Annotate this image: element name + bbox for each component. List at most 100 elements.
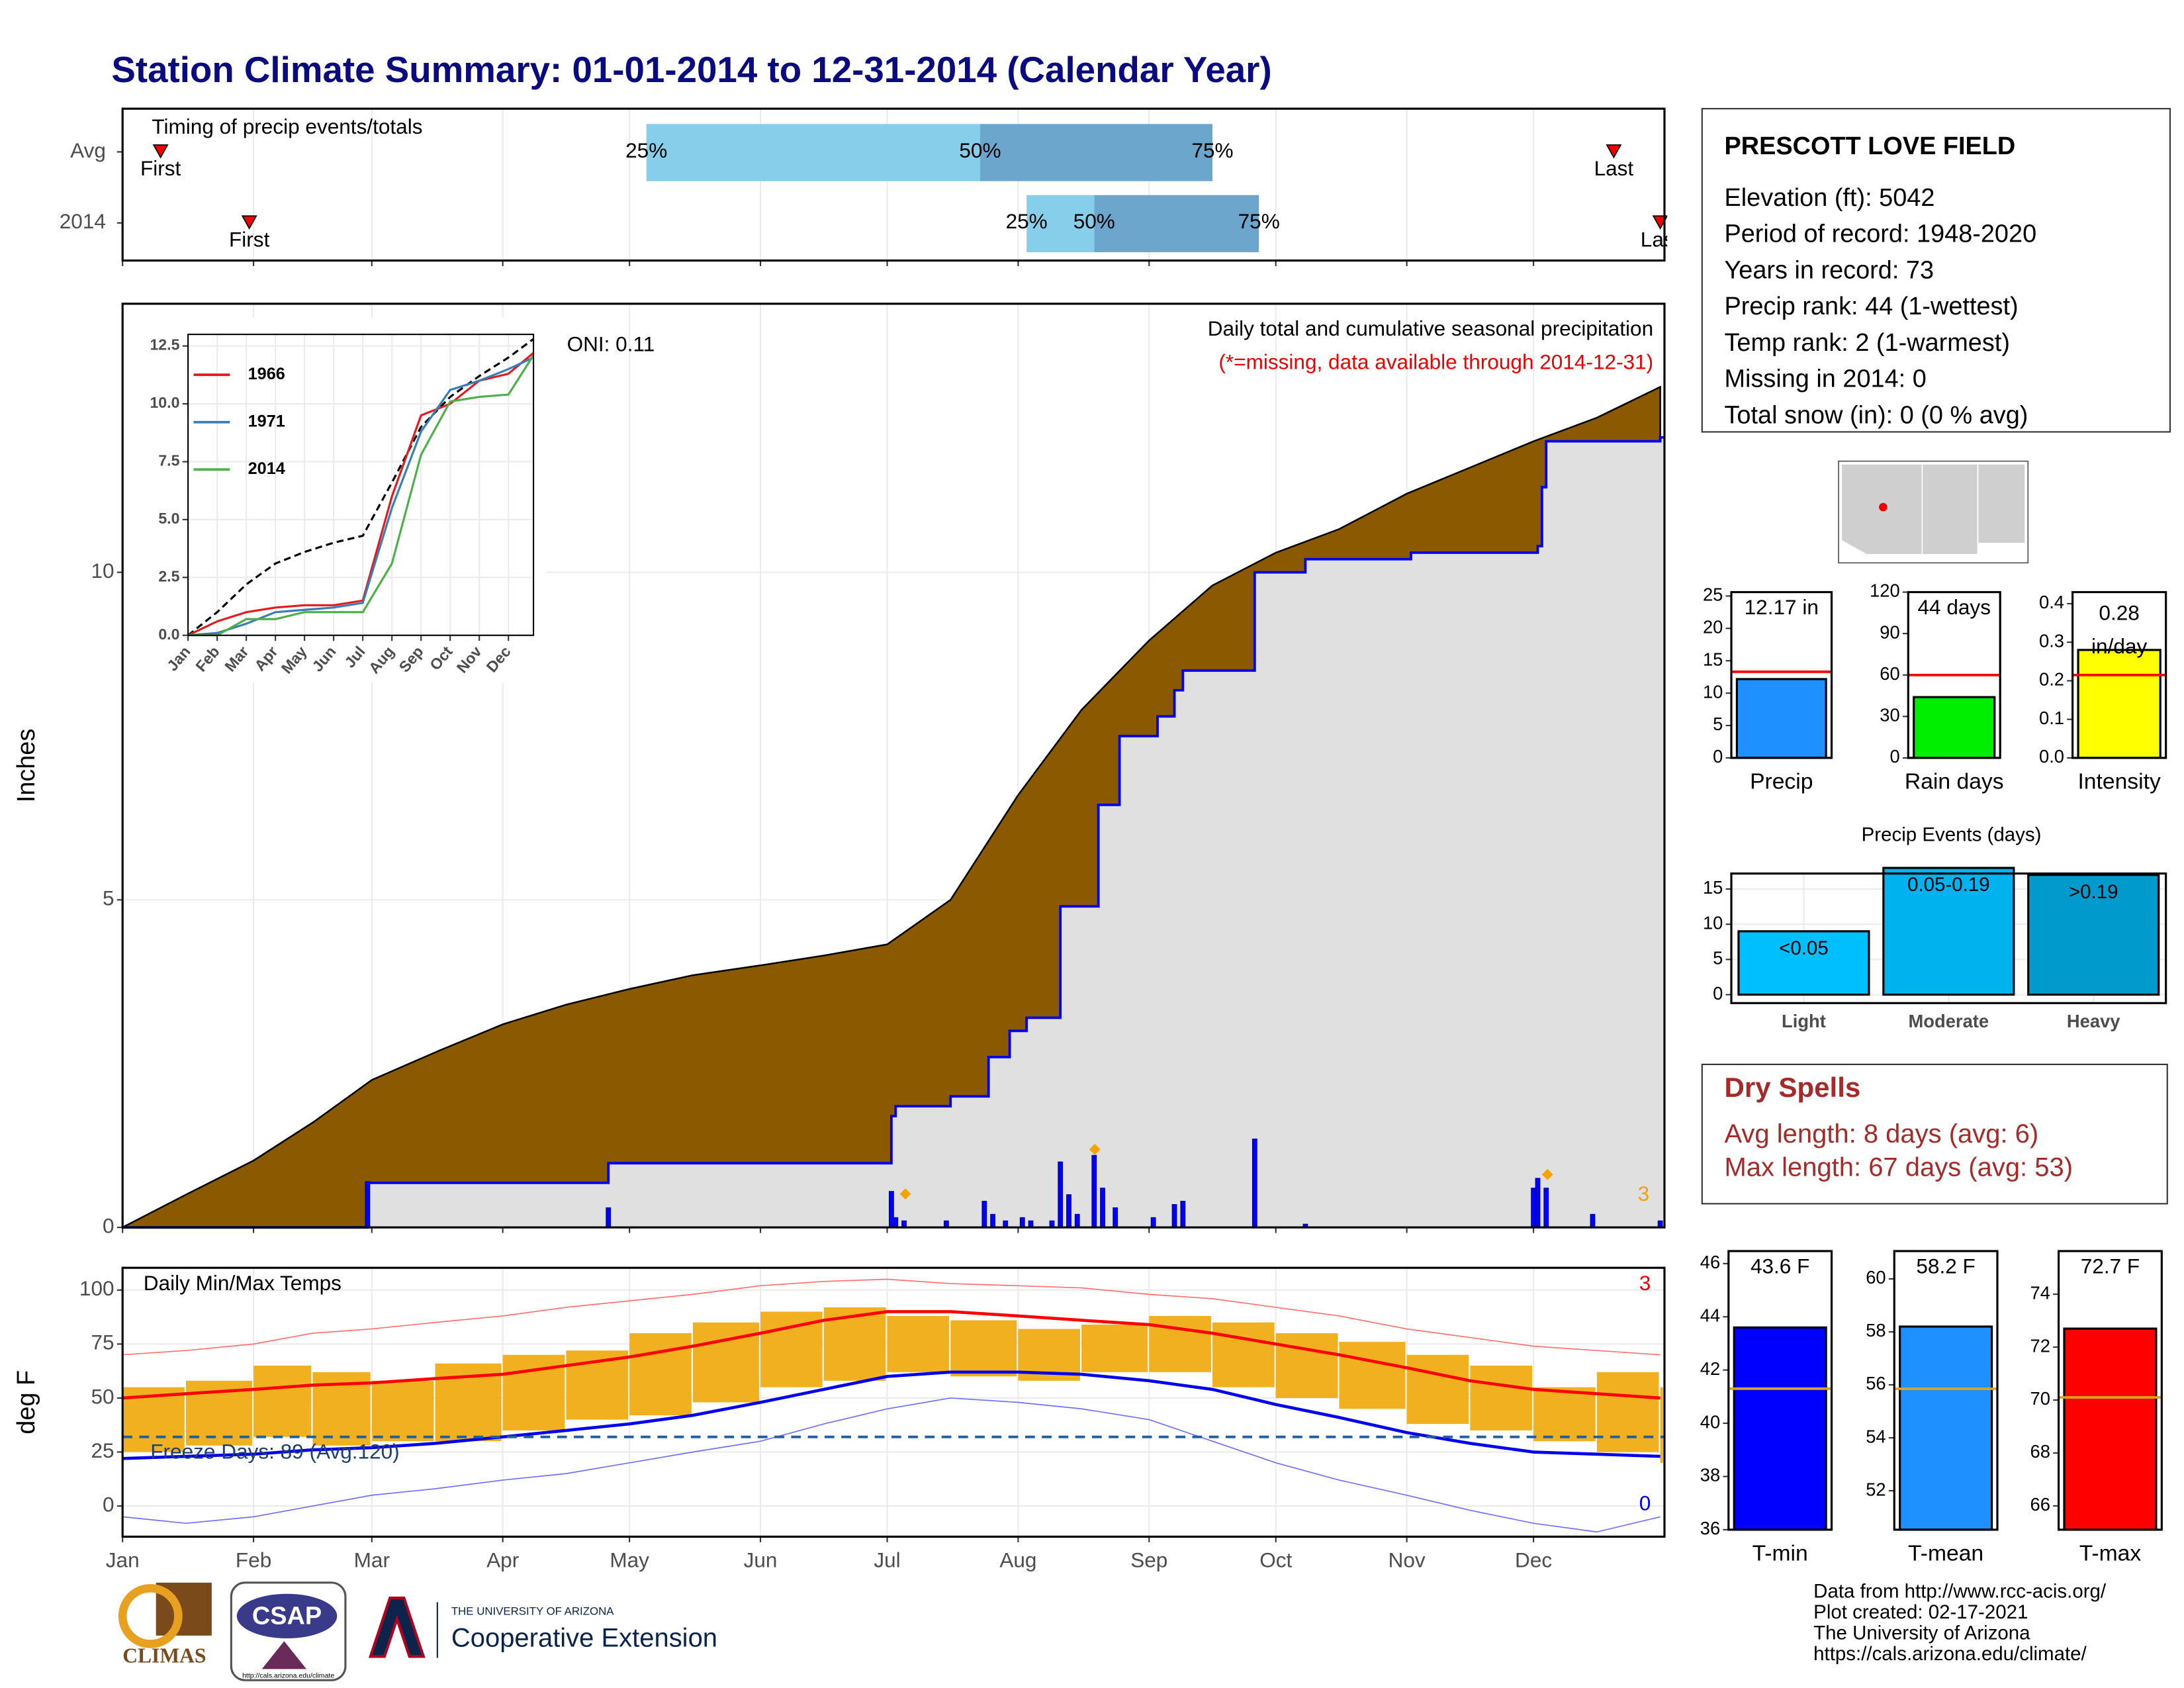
charts: Timing of precip events/totals 25% 50% 75% F… (13, 107, 2167, 1572)
y-tick-label: 20 (1703, 616, 1723, 637)
y-tick-label: 0 (1713, 746, 1723, 767)
y-tick-label: 54 (1866, 1426, 1886, 1446)
csap-mountain (261, 1641, 307, 1669)
bar (2063, 1327, 2158, 1531)
x-tick-label: Aug (999, 1548, 1036, 1572)
y-tick-label: 36 (1700, 1518, 1720, 1538)
value-label: 44 days (1917, 595, 1991, 619)
daily-range-bar (950, 1320, 1017, 1377)
annotation: (*=missing, data available through 2014-… (1218, 350, 1653, 374)
y-tick-label: 75 (91, 1331, 114, 1354)
info-line: Precip rank: 44 (1-wettest) (1724, 293, 2018, 320)
value-label: 0.28 (2099, 601, 2139, 625)
dry-spell-line: Avg length: 8 days (avg: 6) (1724, 1119, 2038, 1149)
daily-range-bar (1339, 1342, 1406, 1409)
chart-title: Timing of precip events/totals (152, 115, 422, 138)
value-label: 72.7 F (2081, 1254, 2140, 1278)
x-tick-label: Mar (354, 1548, 390, 1572)
station-name: PRESCOTT LOVE FIELD (1724, 132, 2015, 160)
y-tick-label: 46 (1700, 1252, 1720, 1272)
y-tick-label: 2014 (60, 209, 106, 233)
daily-range-bar (371, 1380, 434, 1442)
y-tick-label: 0 (1889, 746, 1899, 767)
x-axis-label: T-max (2079, 1542, 2142, 1566)
normal-max-line (122, 1310, 1661, 1400)
y-tick-label: 0.0 (158, 626, 179, 643)
quartile-bar (979, 124, 1213, 181)
y-tick-label: 10 (91, 559, 114, 583)
event-label: Last (1594, 156, 1634, 180)
y-tick-label: 30 (1880, 705, 1899, 726)
quartile-bar (1026, 195, 1095, 252)
y-tick-label: 40 (1700, 1411, 1720, 1432)
daily-range-bar (1406, 1354, 1469, 1425)
event-label: First (229, 227, 270, 251)
x-axis-label: Intensity (2077, 770, 2161, 794)
annotation: 3 (1639, 1271, 1651, 1295)
x-tick-label: Dec (1515, 1548, 1552, 1572)
y-tick-label: 90 (1880, 622, 1899, 642)
season-cumulative-line (122, 436, 1664, 1229)
info-lines: Elevation (ft): 5042 Period of record: 19… (1724, 184, 2036, 429)
quartile-label: 50% (1073, 209, 1115, 233)
footer-line: https://cals.arizona.edu/climate/ (1813, 1643, 2087, 1665)
event-marker (152, 144, 169, 159)
y-tick-label: Avg (70, 138, 106, 162)
normal-min-line (122, 1370, 1661, 1460)
x-axis-label: Precip (1750, 770, 1813, 794)
daily-precip-bar (990, 1213, 995, 1228)
x-tick-label: Apr (486, 1548, 519, 1572)
legend-label: 1966 (248, 365, 285, 383)
y-axis-label: Inches (13, 729, 40, 803)
info-line: Temp rank: 2 (1-warmest) (1724, 329, 2009, 357)
station-dot (1879, 502, 1888, 512)
csap-url: http://cals.arizona.edu/climate (242, 1672, 334, 1680)
panel-frame (1727, 1250, 1833, 1531)
climas-text: CLIMAS (122, 1644, 206, 1667)
y-tick-label: 60 (1866, 1267, 1886, 1288)
flag-marker (899, 1188, 911, 1200)
daily-precip-bar (1171, 1204, 1177, 1228)
map-state (1977, 463, 2026, 544)
dry-spells-title: Dry Spells (1724, 1072, 1860, 1103)
dry-spell-line: Max length: 67 days (avg: 53) (1724, 1152, 2073, 1182)
event-label: Last (1641, 227, 1680, 251)
event-marker (241, 215, 257, 230)
y-tick-label: 0 (1713, 983, 1723, 1004)
daily-precip-bar (1091, 1154, 1097, 1228)
bar (2027, 874, 2160, 996)
y-tick-label: 15 (1703, 877, 1723, 898)
quartile-label: 25% (625, 138, 667, 162)
csap-cloud (236, 1593, 338, 1639)
chart-title: Daily Min/Max Temps (144, 1271, 341, 1295)
legend-label: 2014 (248, 459, 285, 478)
bar (1737, 930, 1870, 996)
quartile-label: 50% (959, 138, 1001, 162)
bar (1882, 867, 2015, 996)
daily-precip-bar (889, 1191, 894, 1228)
value-label: 58.2 F (1916, 1254, 1975, 1278)
y-tick-label: 15 (1703, 649, 1723, 669)
flag-marker (1541, 1168, 1553, 1180)
y-tick-label: 10.0 (150, 394, 179, 411)
value-label: 0.05-0.19 (1907, 874, 1989, 896)
x-tick-label: Jul (874, 1548, 900, 1572)
daily-precip-bar (1590, 1213, 1596, 1228)
series-line (187, 356, 534, 637)
value-label: 12.17 in (1745, 595, 1819, 619)
daily-range-bar (1275, 1333, 1338, 1398)
quartile-label: 75% (1191, 138, 1233, 162)
series-line (188, 354, 535, 637)
info-line: Total snow (in): 0 (0 % avg) (1724, 401, 2028, 429)
dry-spells-box (1701, 1063, 2168, 1205)
csap-text: CSAP (252, 1602, 322, 1630)
info-box (1701, 108, 2171, 433)
x-tick-label: Sep (1130, 1548, 1167, 1572)
logos: CLIMAS CSAP http://cals.arizona.edu/clim… (118, 1581, 717, 1681)
record-max-line (122, 1278, 1661, 1356)
y-tick-label: 25 (1703, 585, 1723, 605)
quartile-label: 75% (1238, 209, 1280, 233)
bar (1899, 1325, 1993, 1531)
y-tick-label: 2.5 (158, 567, 179, 585)
